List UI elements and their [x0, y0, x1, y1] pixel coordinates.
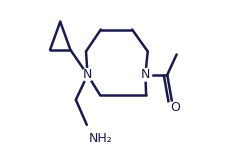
Circle shape: [139, 69, 152, 81]
Circle shape: [166, 102, 177, 113]
Text: N: N: [141, 68, 150, 81]
Text: O: O: [170, 101, 180, 114]
Text: N: N: [83, 68, 92, 81]
Text: NH₂: NH₂: [88, 132, 112, 145]
Circle shape: [81, 69, 94, 81]
